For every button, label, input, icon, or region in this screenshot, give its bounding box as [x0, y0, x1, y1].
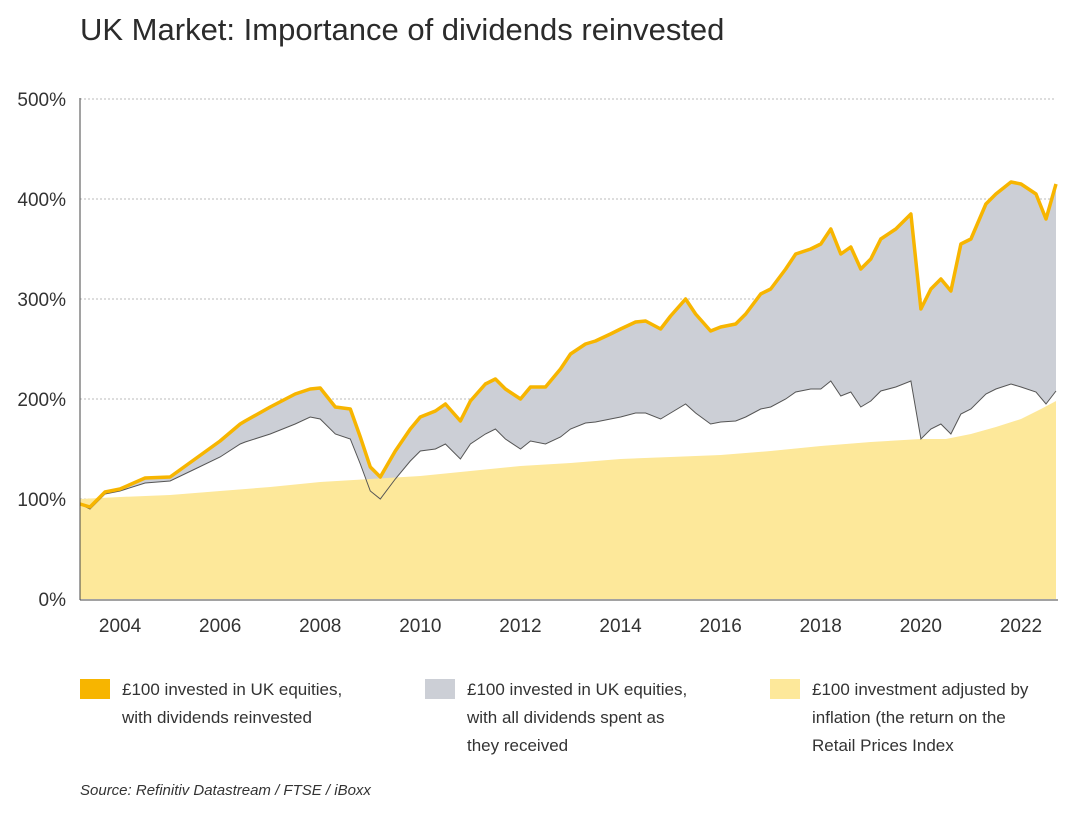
- legend-item-spent: £100 invested in UK equities, with all d…: [425, 676, 687, 760]
- x-tick-label: 2016: [700, 616, 742, 637]
- legend-label-reinvested: £100 invested in UK equities, with divid…: [122, 676, 342, 732]
- y-tick-label: 0%: [39, 590, 67, 611]
- legend-line: inflation (the return on the: [812, 708, 1006, 727]
- chart-svg: 0%100%200%300%400%500% 2004 2006 2008 2010 2…: [17, 90, 1058, 637]
- x-tick-label: 2012: [499, 616, 541, 637]
- y-tick-label: 300%: [17, 290, 66, 311]
- legend-line: with all dividends spent as: [467, 708, 665, 727]
- legend-swatch-inflation: [770, 679, 800, 699]
- x-tick-label: 2020: [900, 616, 942, 637]
- series-line-spent: [79, 380, 1057, 510]
- x-tick-labels: 2004 2006 2008 2010 2012 2014 2016 2018 2020 2022: [99, 616, 1042, 637]
- source-note: Source: Refinitiv Datastream / FTSE / iB…: [80, 782, 371, 799]
- legend-line: £100 invested in UK equities,: [122, 680, 343, 699]
- legend-line: they received: [467, 736, 569, 755]
- y-tick-label: 200%: [17, 390, 66, 411]
- x-tick-label: 2008: [299, 616, 341, 637]
- legend-item-inflation: £100 investment adjusted by inflation (t…: [770, 676, 1028, 760]
- legend-item-reinvested: £100 invested in UK equities, with divid…: [80, 676, 342, 732]
- y-tick-label: 100%: [17, 490, 66, 511]
- y-tick-label: 400%: [17, 190, 66, 211]
- legend-swatch-spent: [425, 679, 455, 699]
- series-line-reinvested: [79, 180, 1058, 509]
- x-tick-label: 2010: [399, 616, 441, 637]
- area-reinvested-gap: [80, 182, 1056, 509]
- legend-label-spent: £100 invested in UK equities, with all d…: [467, 676, 687, 760]
- x-tick-label: 2006: [199, 616, 241, 637]
- legend-line: with dividends reinvested: [122, 708, 312, 727]
- y-tick-label: 500%: [17, 90, 66, 111]
- chart-areas: [79, 180, 1058, 599]
- legend-line: £100 invested in UK equities,: [467, 680, 688, 699]
- y-tick-labels: 0% 100% 200% 300% 400% 500%: [17, 90, 66, 611]
- legend-label-inflation: £100 investment adjusted by inflation (t…: [812, 676, 1028, 760]
- axes: [79, 98, 1058, 601]
- x-tick-label: 2022: [1000, 616, 1042, 637]
- legend-swatch-reinvested: [80, 679, 110, 699]
- area-inflation: [80, 401, 1056, 599]
- legend-line: £100 investment adjusted by: [812, 680, 1029, 699]
- x-tick-label: 2004: [99, 616, 142, 637]
- x-tick-label: 2014: [599, 616, 642, 637]
- legend-line: Retail Prices Index: [812, 736, 954, 755]
- x-tick-label: 2018: [800, 616, 842, 637]
- chart-title: UK Market: Importance of dividends reinv…: [80, 12, 725, 47]
